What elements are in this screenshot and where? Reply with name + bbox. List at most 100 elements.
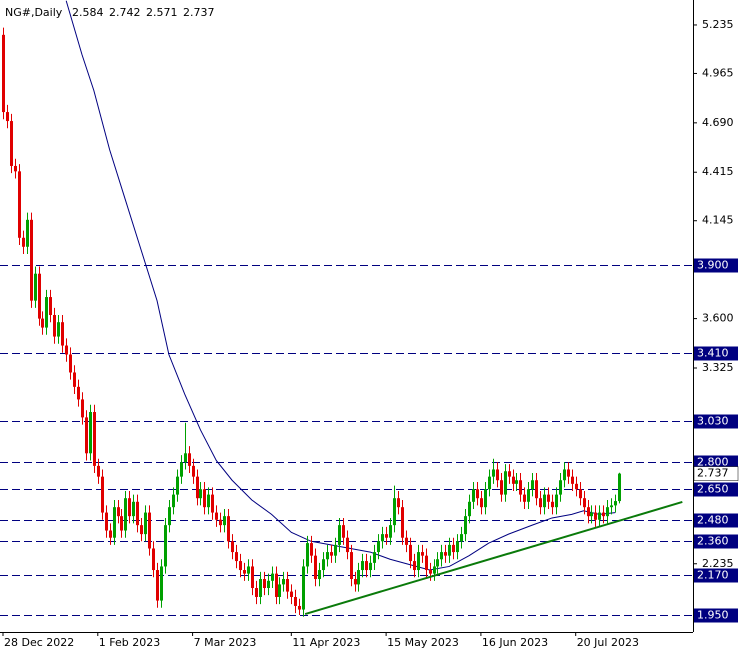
candle-body [34,273,37,301]
candle-body [196,476,199,499]
candle-body [571,476,574,484]
candle-body [551,501,554,508]
candle-body [65,345,68,355]
candle-body [527,489,530,502]
candle-body [128,498,131,517]
candle-body [156,570,159,601]
candle-body [271,573,274,581]
y-tick-label: 3.325 [702,361,734,374]
candle-body [488,476,491,490]
candle-body [290,591,293,597]
candle-body [227,516,230,542]
candle-body [57,322,60,337]
candle-body [18,171,21,238]
candle-body [302,566,305,610]
candle-body [113,507,116,538]
candle-body [583,498,586,508]
candle-body [192,465,195,477]
ohlc-low: 2.571 [146,6,178,19]
candle-body [429,570,432,574]
y-tick-label: 4.965 [702,66,734,79]
candle-body [523,494,526,502]
level-label: 2.480 [697,514,729,527]
y-tick-label: 3.600 [702,312,734,325]
level-label-box [694,534,738,549]
candle-body [480,498,483,508]
candle-body [109,530,112,538]
candle-body [401,507,404,538]
candle-body [448,544,451,556]
candle-body [69,354,72,373]
candle-body [259,579,262,597]
candle-body [508,471,511,477]
candle-body [144,512,147,535]
candle-body [101,476,104,513]
candle-body [310,543,313,556]
candle-body [239,561,242,571]
axes: 5.235 4.965 4.690 4.415 4.145 3.600 3.325 2.235… [2,18,739,649]
x-tick-label: 15 May 2023 [387,636,459,649]
candle-body [314,555,317,580]
candle-body [322,559,325,571]
trendline [304,501,683,615]
candle-body [298,605,301,610]
candle-body [338,525,341,545]
candle-body [318,570,321,580]
ohlc-close: 2.737 [183,6,215,19]
candle-body [590,512,593,517]
candle-body [203,489,206,508]
candle-body [282,579,285,585]
candle-body [176,476,179,495]
candle-body [472,489,475,502]
candle-body [563,469,566,481]
candle-body [180,462,183,477]
candle-body [346,537,349,553]
candle-body [393,498,396,526]
candle-body [389,525,392,538]
candle-body [417,552,420,571]
y-tick-label: 2.235 [702,557,734,570]
candle-body [120,516,123,531]
price-label: 2.737 [697,467,729,480]
candle-body [456,541,459,553]
candle-body [160,566,163,601]
y-tick-label: 4.145 [702,214,734,227]
candle-body [132,501,135,517]
candle-body [614,501,617,506]
x-tick-label: 1 Feb 2023 [99,636,160,649]
candle-body [425,555,428,571]
candle-body [409,544,412,562]
candle-body [519,480,522,495]
candle-body [164,525,167,567]
ohlc-high: 2.742 [109,6,141,19]
candle-body [512,476,515,484]
level-label-box [694,608,738,623]
candle-body [235,552,238,562]
candle-body [397,498,400,508]
candle-body [444,552,447,556]
level-label: 3.900 [697,259,729,272]
symbol-title: NG#,Daily [5,6,63,19]
ohlc-open: 2.584 [72,6,104,19]
candle-body [436,559,439,567]
candle-body [124,498,127,531]
candle-body [539,498,542,508]
candle-body [377,541,380,553]
candle-body [460,534,463,542]
candle-body [219,519,222,526]
candle-body [440,552,443,560]
candle-body [361,561,364,571]
candle-body [278,584,281,597]
candle-body [452,544,455,553]
level-label-box [694,258,738,273]
candle-body [531,480,534,490]
candle-body [294,596,297,606]
candle-body [515,480,518,484]
candle-body [215,512,218,520]
level-label: 2.650 [697,483,729,496]
level-label: 3.410 [697,347,729,360]
candle-body [385,534,388,538]
candle-body [421,552,424,556]
candle-body [93,411,96,466]
